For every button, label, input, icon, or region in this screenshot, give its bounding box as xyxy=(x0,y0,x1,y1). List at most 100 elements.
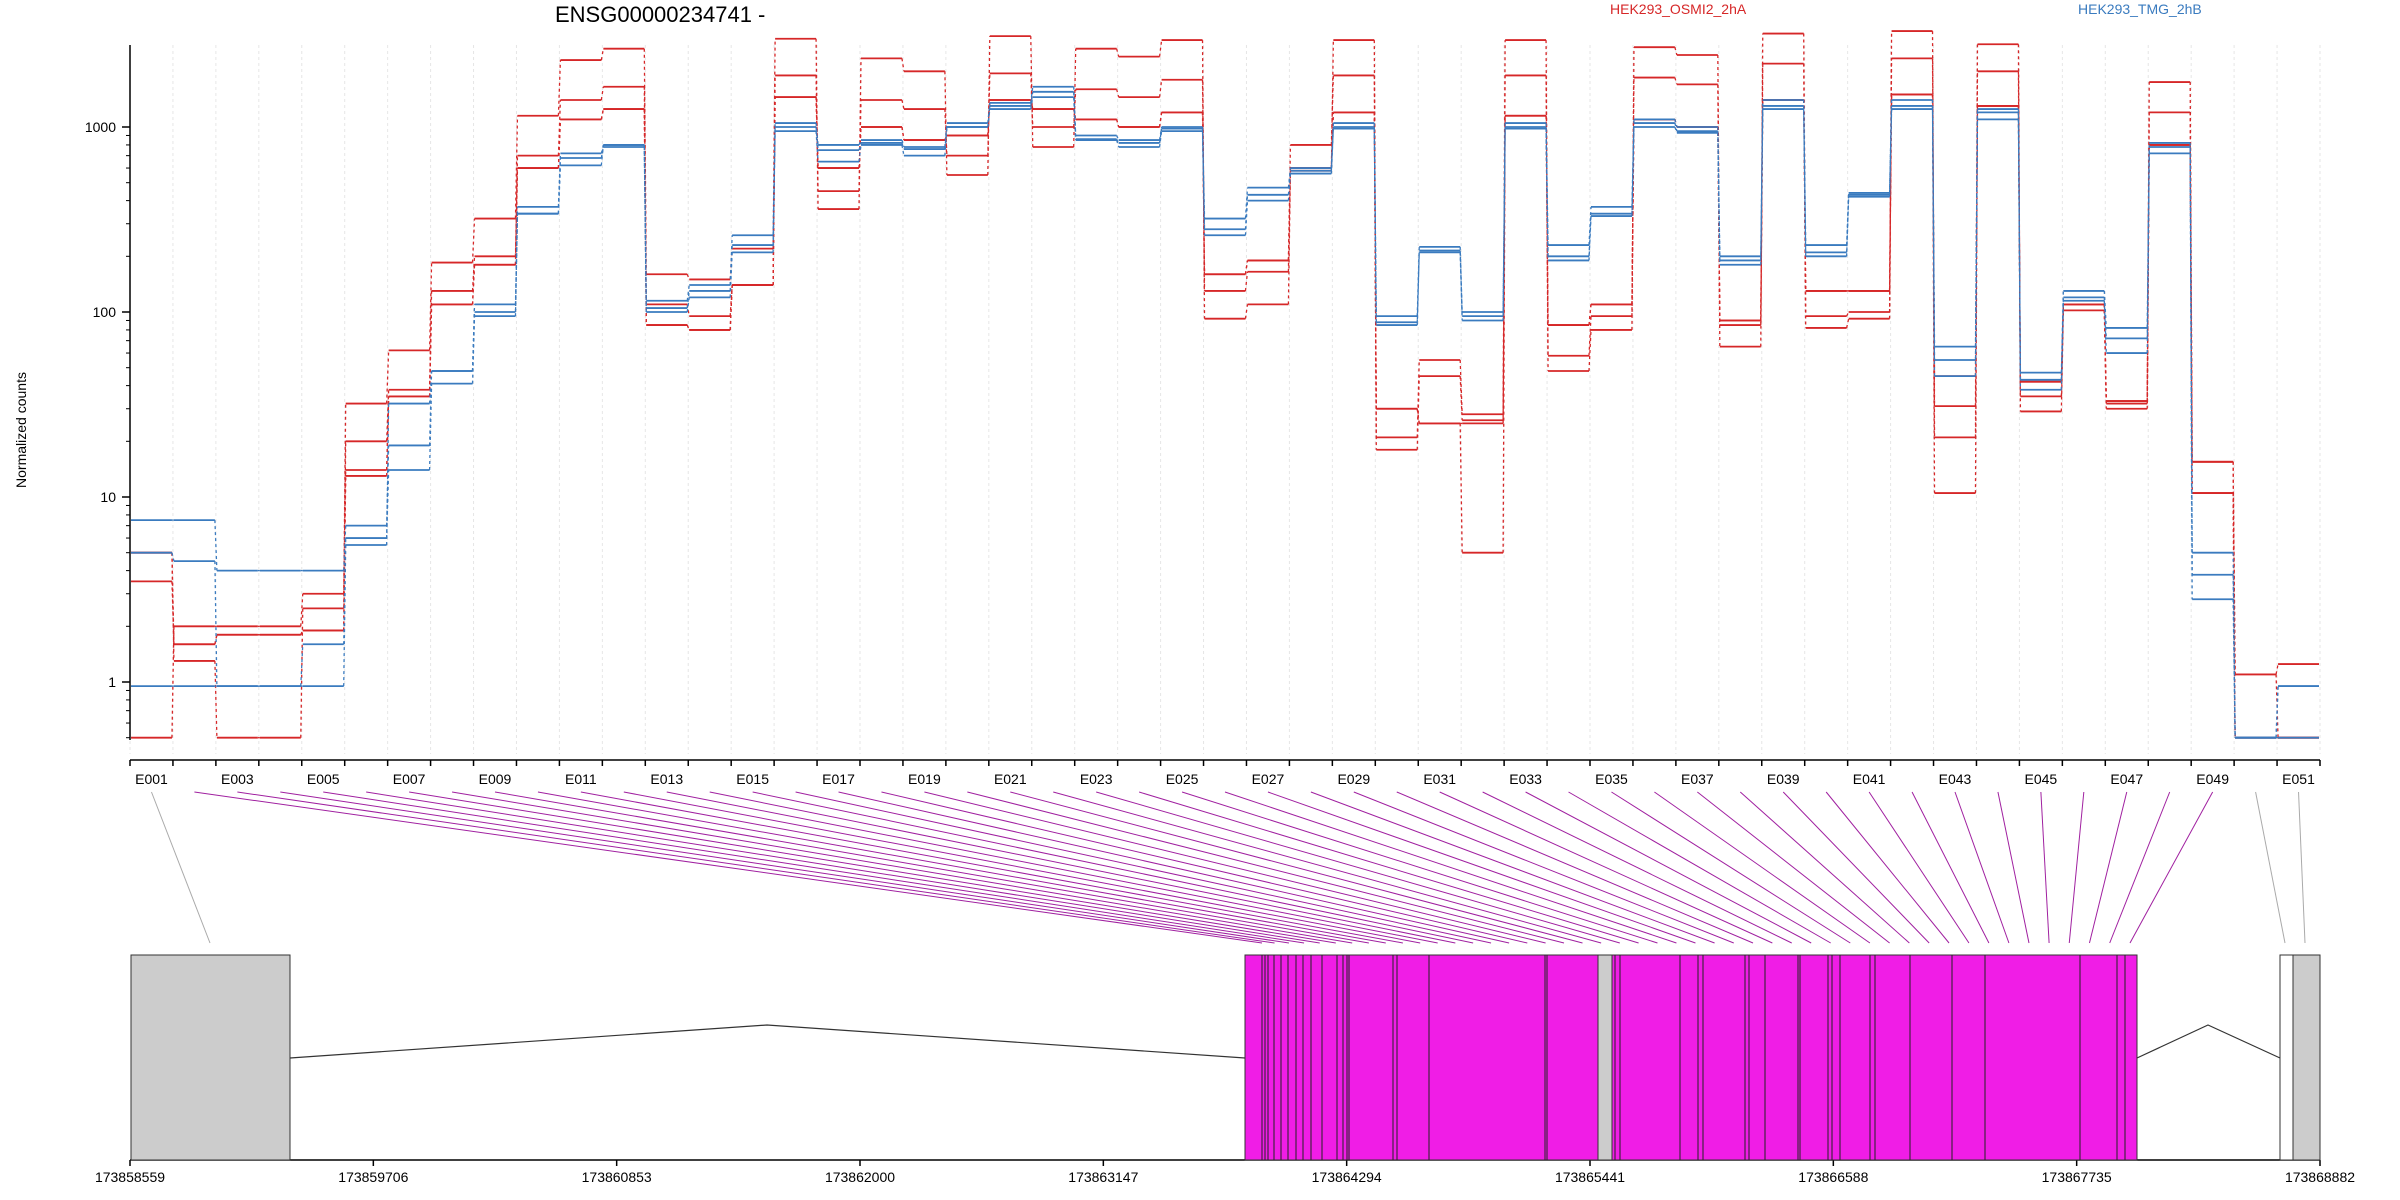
exon-connector xyxy=(1611,791,1851,944)
series-connector xyxy=(2275,686,2279,738)
x-tick-label: E027 xyxy=(1252,771,1285,787)
x-tick-label: E003 xyxy=(221,771,254,787)
exon-connector xyxy=(494,791,1369,944)
series-connector xyxy=(1588,216,1592,261)
series-connector xyxy=(1717,132,1721,265)
series-connector xyxy=(944,123,948,148)
series-connector xyxy=(1330,40,1335,171)
series-connector xyxy=(686,284,690,301)
series-connector xyxy=(987,36,991,176)
x-tick-label: E007 xyxy=(393,771,426,787)
x-tick-label: E017 xyxy=(822,771,855,787)
series-connector xyxy=(944,109,948,156)
series-connector xyxy=(1846,318,1850,329)
x-tick-label: E047 xyxy=(2110,771,2143,787)
exon-connector xyxy=(1825,791,1950,944)
series-connector xyxy=(1201,131,1206,236)
series-connector xyxy=(600,146,604,159)
x-tick-label: E013 xyxy=(650,771,683,787)
y-axis: 1 10 100 1000 xyxy=(85,45,131,740)
series-connector xyxy=(2189,153,2193,600)
exon-box-e051 xyxy=(2292,954,2321,1161)
series-connector xyxy=(1502,123,1506,313)
exon-connector xyxy=(237,791,1275,944)
x-tick-label: E039 xyxy=(1767,771,1800,787)
series-connector xyxy=(1416,360,1420,438)
exon-connector xyxy=(1868,791,1970,944)
x-tick-label: E029 xyxy=(1337,771,1370,787)
series-connector xyxy=(214,634,218,645)
series-connector xyxy=(2275,663,2279,675)
series-connector xyxy=(1502,115,1506,553)
series-connector xyxy=(1803,105,1807,253)
series-connector xyxy=(1158,112,1163,128)
intron-line xyxy=(2136,1024,2281,1059)
series-connector xyxy=(1116,139,1120,148)
series-connector xyxy=(1030,97,1034,110)
series-connector xyxy=(1330,126,1335,171)
series-connector xyxy=(2146,146,2150,339)
exon-connector xyxy=(1053,791,1602,944)
legend-tmg: HEK293_TMG_2hB xyxy=(2078,1,2202,17)
gene-axis-label: 173858559 xyxy=(95,1169,165,1185)
exon-connector xyxy=(795,791,1492,944)
exon-connector xyxy=(1010,791,1583,944)
chart-title: ENSG00000234741 - xyxy=(555,2,765,27)
exon-connector xyxy=(1224,791,1677,944)
exon-connector xyxy=(1911,791,1990,944)
exon-connector xyxy=(1568,791,1831,944)
gene-axis-label: 173859706 xyxy=(338,1169,408,1185)
exon-connector xyxy=(580,791,1403,944)
gene-axis-label: 173866588 xyxy=(1798,1169,1868,1185)
x-tick-label: E023 xyxy=(1080,771,1113,787)
series-connector xyxy=(944,71,948,176)
series-connector xyxy=(729,252,733,298)
series-connector xyxy=(1888,105,1893,195)
exon-connector xyxy=(709,791,1456,944)
exon-connector xyxy=(537,791,1386,944)
series-connector xyxy=(987,73,991,156)
series-connector xyxy=(815,126,819,151)
series-connector xyxy=(1330,128,1335,174)
exon-gridlines xyxy=(129,45,2321,754)
x-tick-label: E045 xyxy=(2025,771,2058,787)
series-connector xyxy=(214,660,218,738)
series-connector xyxy=(1116,89,1120,98)
series-connector xyxy=(1845,194,1850,253)
y-tick-label: 1000 xyxy=(85,119,116,135)
series-connector xyxy=(1674,119,1678,128)
series-blue-6 xyxy=(131,96,2319,739)
series-blue-4 xyxy=(131,85,2319,739)
series-connector xyxy=(686,324,690,331)
series-connector xyxy=(471,311,476,371)
series-connector xyxy=(815,75,819,192)
series-connector xyxy=(514,213,519,317)
series-red-2 xyxy=(131,93,2319,739)
series-connector xyxy=(1158,79,1163,98)
exon-box-gap xyxy=(1597,954,1613,1161)
series-connector xyxy=(1073,89,1077,128)
series-connector xyxy=(1631,119,1635,305)
x-tick-label: E041 xyxy=(1853,771,1886,787)
series-connector xyxy=(385,396,390,476)
series-connector xyxy=(1158,40,1163,57)
x-tick-label: E025 xyxy=(1166,771,1199,787)
x-tick-label: E035 xyxy=(1595,771,1628,787)
exon-connector xyxy=(924,791,1546,944)
x-tick-label: E015 xyxy=(736,771,769,787)
series-connector xyxy=(1287,173,1292,201)
exon-connector xyxy=(1739,791,1910,944)
series-connector xyxy=(1502,126,1506,317)
series-connector xyxy=(1073,97,1077,141)
series-red-3 xyxy=(131,93,2319,739)
series-connector xyxy=(686,274,690,280)
series-connector xyxy=(1116,135,1120,141)
gene-axis-label: 173864294 xyxy=(1312,1169,1382,1185)
series-connector xyxy=(1030,86,1034,103)
x-tick-label: E049 xyxy=(2196,771,2229,787)
series-connector xyxy=(772,131,776,253)
exon-connector xyxy=(1439,791,1773,944)
exon-connector xyxy=(1181,791,1658,944)
exon-connector xyxy=(623,791,1421,944)
